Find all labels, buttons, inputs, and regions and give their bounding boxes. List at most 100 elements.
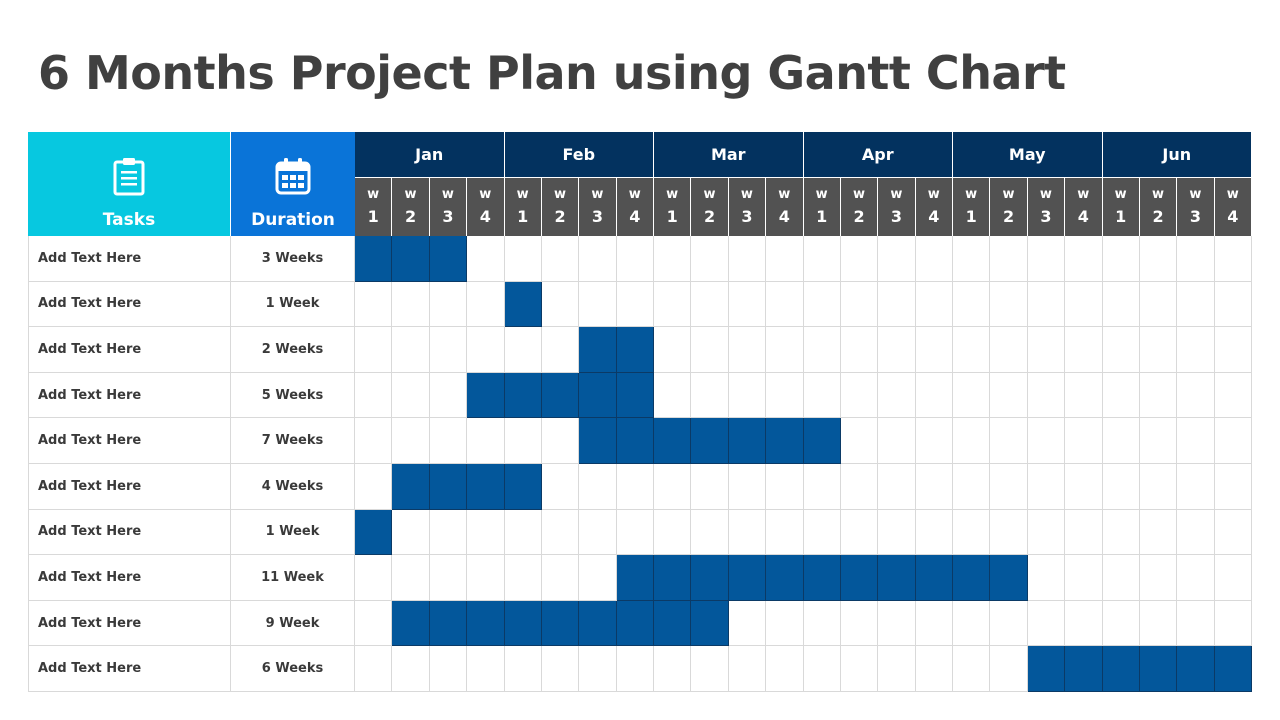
gantt-cell [840, 646, 879, 692]
gantt-cell [953, 509, 991, 556]
week-number: 4 [778, 207, 790, 226]
month-header: Apr [803, 132, 953, 177]
week-number: 1 [965, 207, 977, 226]
gantt-cell [541, 236, 580, 282]
gantt-cell [728, 281, 767, 328]
gantt-cell [803, 372, 841, 419]
gantt-cell [1027, 327, 1066, 373]
gantt-cell [654, 327, 692, 373]
gantt-bar-segment [990, 555, 1028, 601]
gantt-cell [1102, 418, 1140, 464]
week-number: 1 [816, 207, 828, 226]
gantt-cell [616, 236, 654, 282]
gantt-cell [1177, 281, 1215, 328]
task-duration: 9 Week [231, 600, 355, 647]
gantt-bar-segment [766, 418, 804, 464]
gantt-cell [541, 418, 580, 464]
week-letter: w [778, 187, 791, 202]
gantt-cell [766, 236, 804, 282]
gantt-cell [915, 509, 953, 556]
gantt-bar-segment [803, 555, 841, 601]
task-name: Add Text Here [28, 418, 231, 464]
gantt-cell [579, 236, 617, 282]
gantt-cell [654, 509, 692, 556]
week-number: 4 [1227, 207, 1239, 226]
gantt-cell [1102, 464, 1140, 510]
gantt-bar-segment [467, 600, 505, 647]
gantt-cell [878, 327, 916, 373]
gantt-cell [1214, 372, 1252, 419]
gantt-cell [990, 236, 1028, 282]
task-name: Add Text Here [28, 281, 231, 328]
gantt-bar-segment [616, 327, 654, 373]
gantt-cell [392, 418, 430, 464]
week-number: 4 [1077, 207, 1089, 226]
week-letter: w [1039, 187, 1052, 202]
gantt-cell [953, 372, 991, 419]
tasks-header-label: Tasks [102, 210, 156, 230]
week-letter: w [890, 187, 903, 202]
gantt-cell [429, 372, 468, 419]
gantt-cell [579, 555, 617, 601]
gantt-cell [1102, 372, 1140, 419]
task-duration: 2 Weeks [231, 327, 355, 373]
gantt-cell [766, 372, 804, 419]
gantt-cell [429, 509, 468, 556]
gantt-cell [1177, 418, 1215, 464]
gantt-bar-segment [616, 600, 654, 647]
task-name: Add Text Here [28, 646, 231, 692]
gantt-cell [579, 509, 617, 556]
gantt-cell [355, 372, 393, 419]
week-number: 3 [1040, 207, 1052, 226]
gantt-cell [915, 281, 953, 328]
gantt-cell [1102, 509, 1140, 556]
task-duration: 7 Weeks [231, 418, 355, 464]
gantt-cell [840, 600, 879, 647]
week-letter: w [703, 187, 716, 202]
gantt-cell [654, 372, 692, 419]
week-number: 2 [703, 207, 716, 226]
gantt-cell [616, 281, 654, 328]
gantt-cell [355, 281, 393, 328]
gantt-cell [1065, 509, 1103, 556]
gantt-bar-segment [616, 555, 654, 601]
gantt-cell [803, 464, 841, 510]
week-letter: w [1114, 187, 1127, 202]
gantt-cell [541, 327, 580, 373]
gantt-cell [579, 646, 617, 692]
gantt-cell [1139, 372, 1178, 419]
gantt-cell [467, 555, 505, 601]
gantt-cell [803, 509, 841, 556]
gantt-cell [990, 600, 1028, 647]
gantt-cell [803, 600, 841, 647]
gantt-bar-segment [355, 509, 393, 556]
week-letter: w [1002, 187, 1015, 202]
gantt-bar-segment [541, 600, 580, 647]
gantt-cell [541, 281, 580, 328]
gantt-cell [1065, 555, 1103, 601]
calendar-icon [275, 158, 311, 195]
gantt-bar-segment [691, 600, 729, 647]
week-letter: w [404, 187, 417, 202]
gantt-cell [1177, 509, 1215, 556]
gantt-cell [691, 509, 729, 556]
gantt-cell [990, 418, 1028, 464]
task-name: Add Text Here [28, 372, 231, 419]
month-header: Jan [355, 132, 505, 177]
week-letter: w [367, 187, 380, 202]
gantt-cell [1102, 236, 1140, 282]
week-number: 2 [554, 207, 566, 226]
gantt-cell [840, 464, 879, 510]
gantt-bar-segment [915, 555, 953, 601]
